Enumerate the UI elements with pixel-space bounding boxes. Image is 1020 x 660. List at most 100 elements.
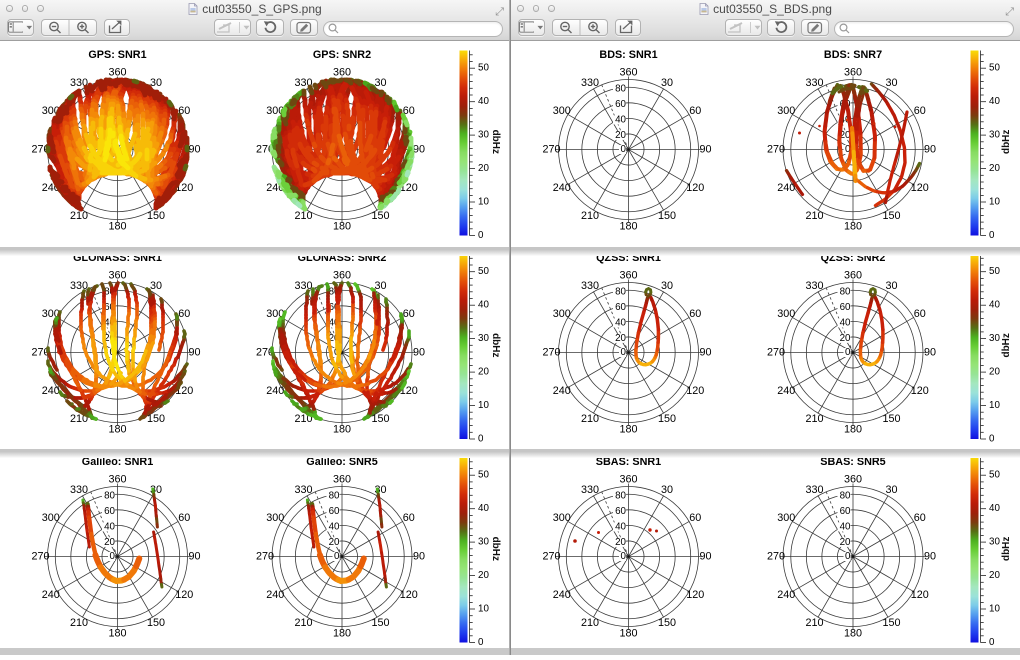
svg-text:180: 180 <box>619 424 637 436</box>
svg-text:180: 180 <box>108 628 126 640</box>
svg-text:20: 20 <box>615 130 626 141</box>
svg-text:150: 150 <box>147 210 165 222</box>
svg-text:40: 40 <box>989 300 1000 311</box>
svg-text:50: 50 <box>478 470 489 481</box>
svg-text:180: 180 <box>333 221 351 233</box>
svg-text:60: 60 <box>914 512 926 524</box>
svg-text:330: 330 <box>294 484 312 496</box>
svg-text:180: 180 <box>844 221 862 233</box>
svg-text:80: 80 <box>104 490 115 501</box>
svg-text:dbHz: dbHz <box>490 537 501 561</box>
svg-text:0: 0 <box>845 551 851 562</box>
svg-text:30: 30 <box>374 77 386 89</box>
svg-text:30: 30 <box>478 130 489 141</box>
svg-text:270: 270 <box>542 551 560 563</box>
svg-text:270: 270 <box>767 144 785 156</box>
svg-text:300: 300 <box>553 512 571 524</box>
svg-text:210: 210 <box>294 617 312 629</box>
svg-text:30: 30 <box>885 484 897 496</box>
svg-text:150: 150 <box>147 617 165 629</box>
svg-text:90: 90 <box>924 551 936 563</box>
svg-text:360: 360 <box>108 270 126 282</box>
svg-text:dbHz: dbHz <box>490 130 501 154</box>
svg-text:60: 60 <box>178 105 190 117</box>
svg-text:30: 30 <box>661 77 673 89</box>
svg-text:90: 90 <box>924 347 936 359</box>
svg-text:80: 80 <box>840 286 851 297</box>
svg-text:90: 90 <box>699 551 711 563</box>
svg-text:120: 120 <box>400 385 418 397</box>
svg-text:Galileo: SNR1: Galileo: SNR1 <box>82 456 153 468</box>
svg-text:60: 60 <box>403 512 415 524</box>
svg-text:40: 40 <box>478 96 489 107</box>
svg-text:240: 240 <box>553 589 571 601</box>
svg-text:90: 90 <box>413 347 425 359</box>
svg-text:30: 30 <box>478 333 489 344</box>
svg-text:150: 150 <box>658 617 676 629</box>
svg-text:50: 50 <box>478 266 489 277</box>
svg-text:330: 330 <box>294 280 312 292</box>
svg-text:0: 0 <box>989 434 995 445</box>
svg-text:80: 80 <box>329 490 340 501</box>
svg-text:90: 90 <box>188 347 200 359</box>
svg-text:120: 120 <box>686 182 704 194</box>
svg-text:300: 300 <box>266 512 284 524</box>
svg-text:0: 0 <box>110 551 116 562</box>
svg-text:300: 300 <box>266 105 284 117</box>
svg-text:dbHz: dbHz <box>1001 537 1012 561</box>
svg-text:30: 30 <box>989 537 1000 548</box>
svg-text:30: 30 <box>885 77 897 89</box>
svg-text:360: 360 <box>108 474 126 486</box>
svg-text:20: 20 <box>478 570 489 581</box>
svg-text:210: 210 <box>294 210 312 222</box>
svg-text:40: 40 <box>989 96 1000 107</box>
svg-text:40: 40 <box>615 521 626 532</box>
svg-text:50: 50 <box>478 63 489 74</box>
svg-text:40: 40 <box>104 521 115 532</box>
svg-text:150: 150 <box>371 210 389 222</box>
svg-text:90: 90 <box>699 144 711 156</box>
svg-text:SBAS: SNR5: SBAS: SNR5 <box>820 456 885 468</box>
svg-text:180: 180 <box>333 628 351 640</box>
svg-text:20: 20 <box>840 130 851 141</box>
svg-text:0: 0 <box>478 434 484 445</box>
svg-text:60: 60 <box>104 302 115 313</box>
svg-text:150: 150 <box>371 617 389 629</box>
svg-text:80: 80 <box>615 490 626 501</box>
svg-text:150: 150 <box>147 413 165 425</box>
svg-text:GPS: SNR1: GPS: SNR1 <box>88 49 146 61</box>
svg-text:80: 80 <box>104 286 115 297</box>
svg-text:90: 90 <box>188 144 200 156</box>
svg-text:120: 120 <box>175 182 193 194</box>
svg-text:240: 240 <box>266 589 284 601</box>
svg-text:0: 0 <box>478 230 484 241</box>
svg-text:210: 210 <box>805 413 823 425</box>
svg-text:30: 30 <box>150 77 162 89</box>
svg-text:180: 180 <box>333 424 351 436</box>
svg-text:10: 10 <box>478 197 489 208</box>
svg-text:360: 360 <box>619 67 637 79</box>
svg-text:300: 300 <box>42 512 60 524</box>
svg-text:40: 40 <box>989 503 1000 514</box>
svg-text:80: 80 <box>615 286 626 297</box>
svg-text:240: 240 <box>777 385 795 397</box>
svg-text:GPS: SNR2: GPS: SNR2 <box>313 49 371 61</box>
svg-text:30: 30 <box>989 130 1000 141</box>
svg-text:210: 210 <box>70 210 88 222</box>
svg-text:360: 360 <box>108 67 126 79</box>
svg-text:210: 210 <box>805 617 823 629</box>
svg-text:120: 120 <box>400 182 418 194</box>
svg-text:60: 60 <box>403 105 415 117</box>
svg-text:360: 360 <box>844 67 862 79</box>
svg-text:10: 10 <box>989 604 1000 615</box>
svg-text:30: 30 <box>661 484 673 496</box>
svg-text:20: 20 <box>104 537 115 548</box>
svg-text:40: 40 <box>478 503 489 514</box>
svg-text:40: 40 <box>840 317 851 328</box>
svg-text:120: 120 <box>175 589 193 601</box>
svg-text:30: 30 <box>374 280 386 292</box>
svg-text:90: 90 <box>699 347 711 359</box>
svg-text:360: 360 <box>844 474 862 486</box>
svg-text:180: 180 <box>108 221 126 233</box>
svg-text:60: 60 <box>178 308 190 320</box>
